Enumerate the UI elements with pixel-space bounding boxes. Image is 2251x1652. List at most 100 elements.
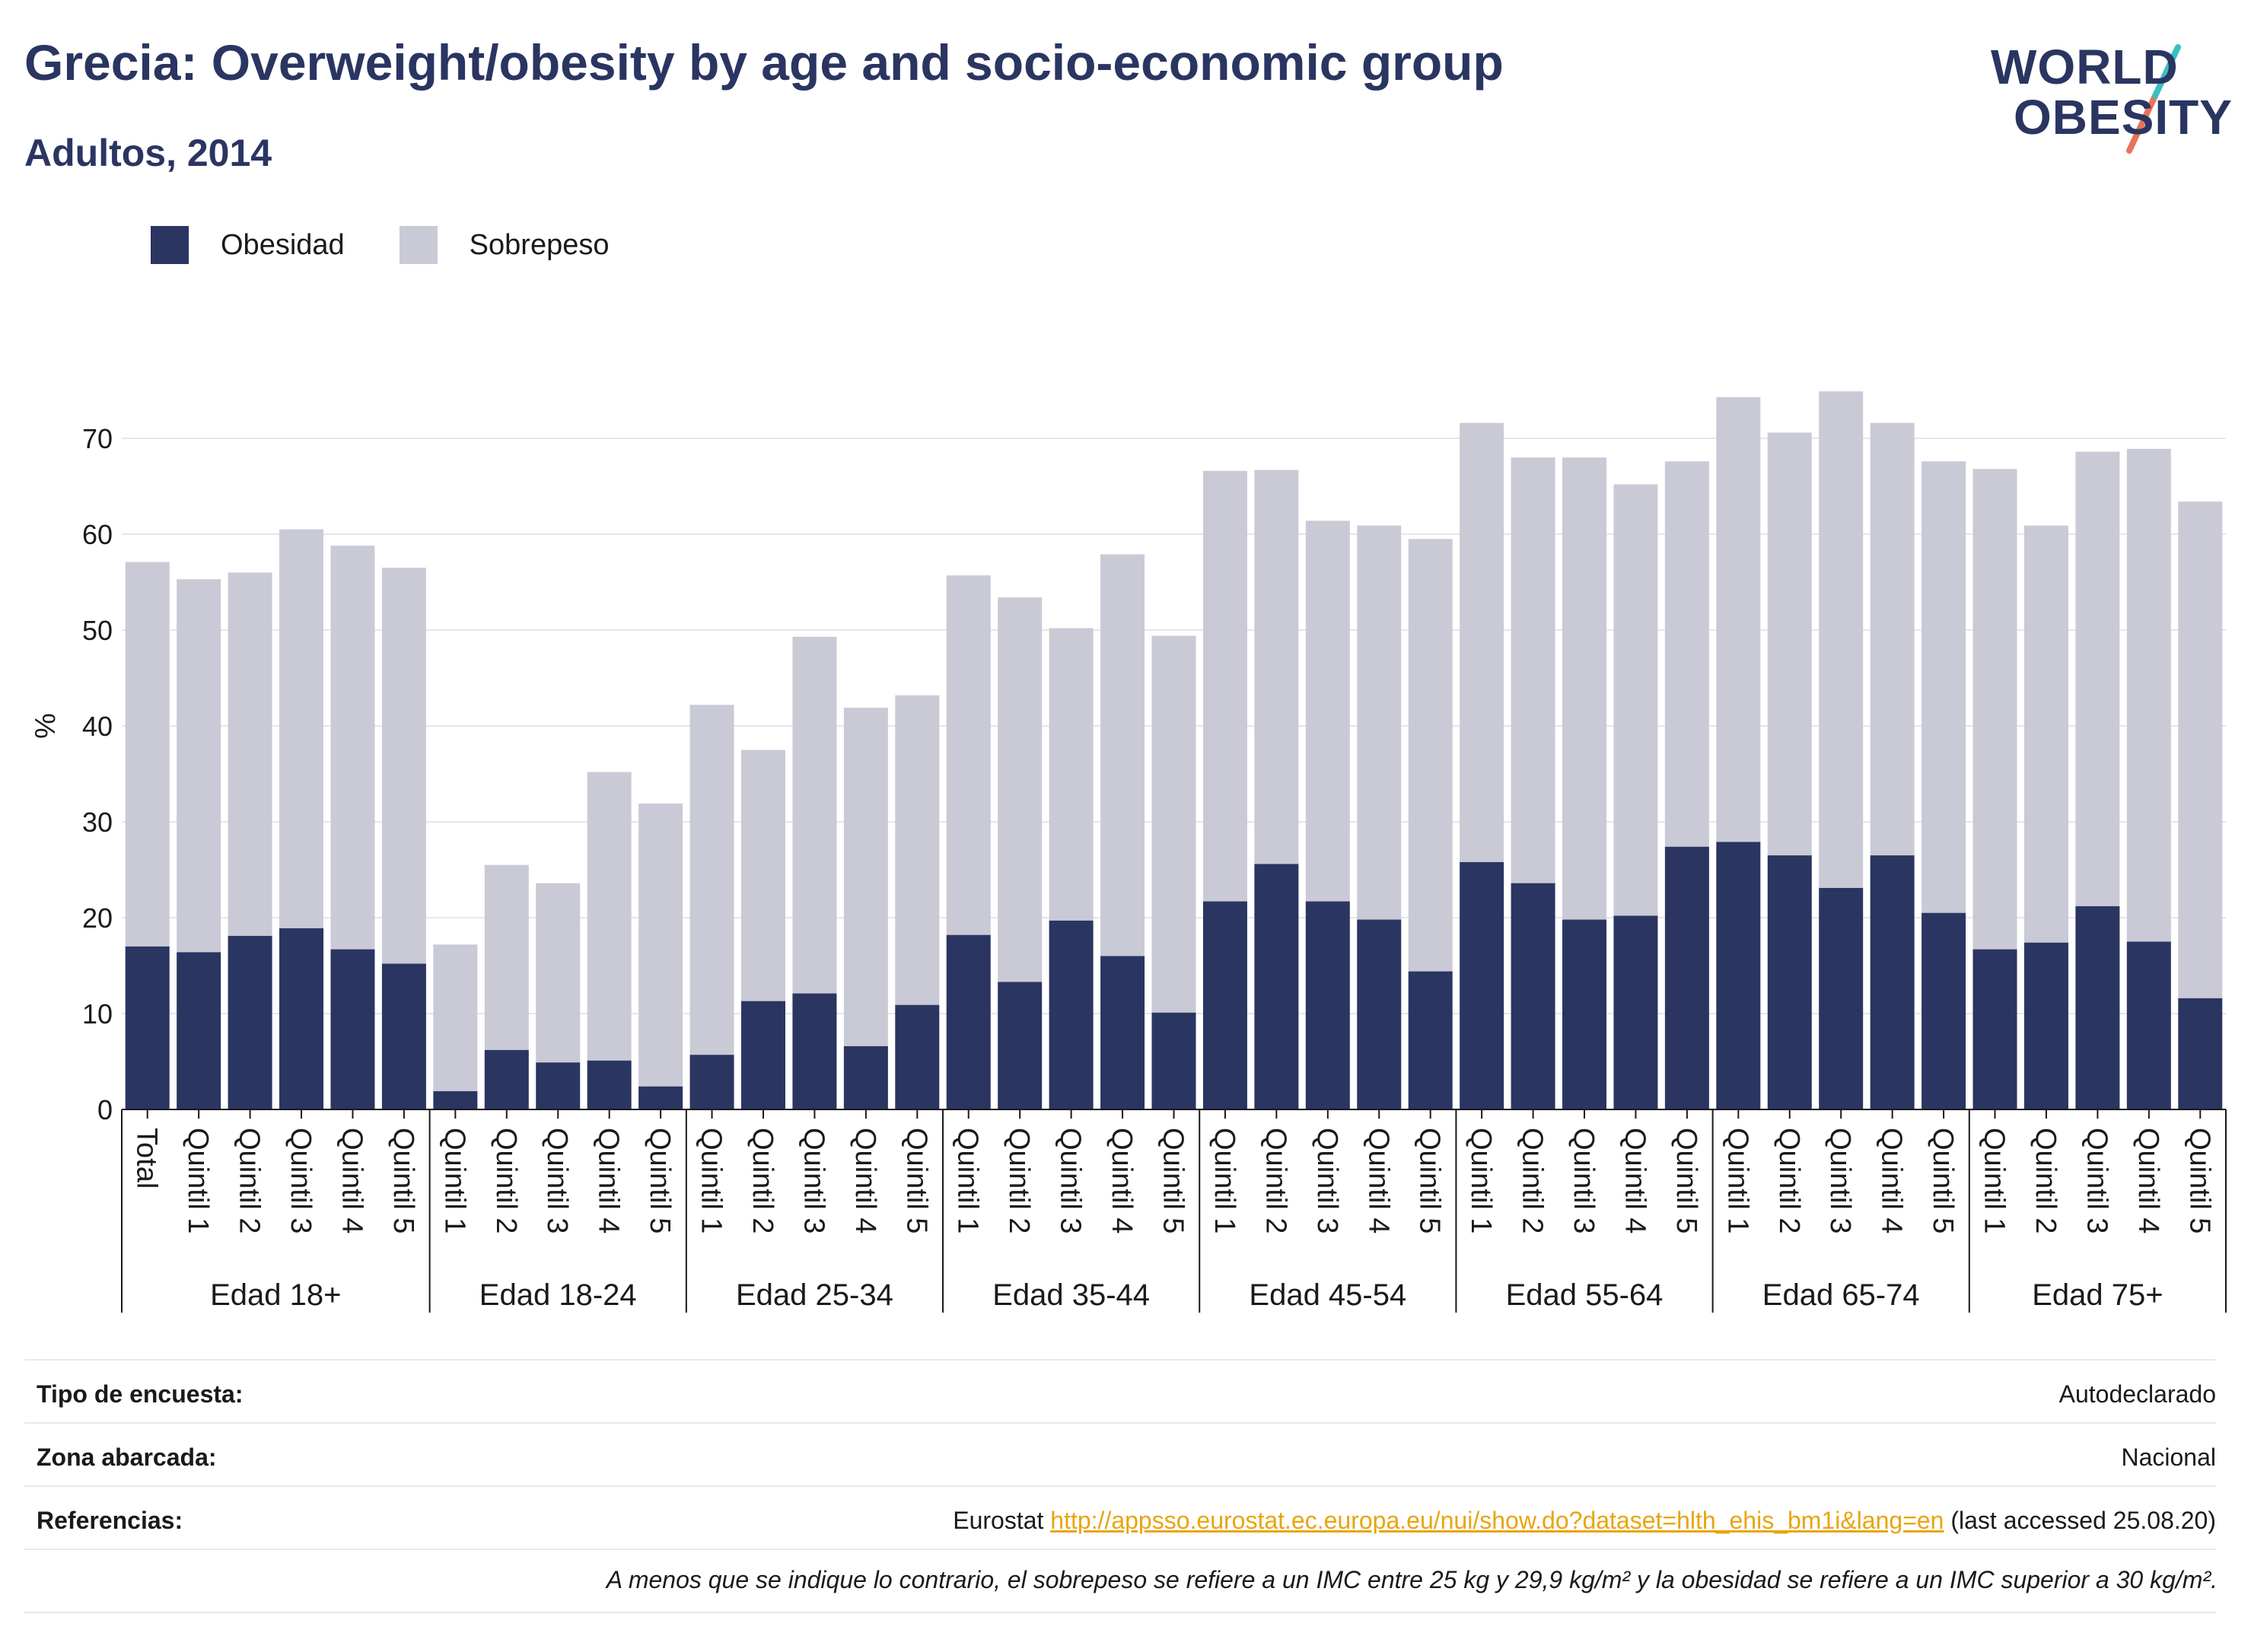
y-tick-label: 70 [82,423,113,454]
y-tick-label: 40 [82,711,113,742]
bar-obesidad [1202,901,1247,1109]
x-category-label: Quintil 3 [285,1128,317,1233]
bar-obesidad [433,1091,478,1109]
bar-obesidad [1562,919,1607,1109]
bar-obesidad [330,949,375,1109]
bar-sobrepeso [1562,457,1607,920]
bar-sobrepeso [740,750,785,1001]
x-category-label: Quintil 2 [2030,1128,2062,1233]
info-divider [24,1359,2216,1361]
y-axis-title: % [30,713,62,739]
legend-item-obesidad[interactable]: Obesidad [151,226,345,264]
x-category-label: Total [131,1128,163,1189]
bar-obesidad [1972,949,2017,1109]
x-category-label: Quintil 5 [1157,1128,1189,1233]
bar-sobrepeso [1819,391,1864,888]
bar-obesidad [1511,883,1555,1109]
x-category-label: Quintil 1 [1465,1128,1497,1233]
x-category-label: Quintil 5 [1670,1128,1702,1233]
references-prefix: Eurostat [953,1506,1051,1534]
bar-sobrepeso [1305,520,1350,902]
references-link[interactable]: http://appsso.eurostat.ec.europa.eu/nui/… [1050,1506,1944,1534]
bar-sobrepeso [177,579,221,953]
bar-sobrepeso [2178,501,2223,998]
survey-type-value: Autodeclarado [2058,1380,2216,1408]
x-category-label: Quintil 4 [1106,1128,1138,1233]
bar-sobrepeso [1613,484,1658,916]
stacked-bar-chart: 0 10 20 30 40 50 60 70% Total Quintil 1 Quintil 2 Q… [30,391,2227,1313]
logo-word-world: WORLD [1991,40,2179,94]
bar-sobrepeso [330,546,375,950]
x-category-label: Quintil 4 [593,1128,625,1233]
bar-sobrepeso [587,772,632,1061]
bar-sobrepeso [1357,525,1402,920]
group-label: Edad 18-24 [479,1278,637,1312]
x-category-label: Quintil 5 [900,1128,932,1233]
x-category-label: Quintil 1 [696,1128,728,1233]
bar-obesidad [381,963,426,1109]
bar-obesidad [1921,912,1966,1109]
bar-obesidad [2075,906,2120,1109]
x-category-label: Quintil 2 [747,1128,778,1233]
x-category-label: Quintil 4 [1876,1128,1908,1233]
x-category-label: Quintil 2 [234,1128,266,1233]
bar-obesidad [1254,864,1299,1109]
bar-obesidad [843,1046,888,1109]
info-row-references: Referencias: Eurostat http://appsso.euro… [37,1494,2216,1547]
bar-obesidad [587,1060,632,1109]
x-category-label: Quintil 5 [2183,1128,2215,1233]
x-category-label: Quintil 1 [1979,1128,2011,1233]
bar-sobrepeso [1202,470,1247,902]
y-tick-label: 0 [97,1094,113,1125]
x-category-label: Quintil 5 [644,1128,676,1233]
x-category-label: Quintil 1 [952,1128,984,1233]
x-category-label: Quintil 3 [1055,1128,1087,1233]
bar-sobrepeso [125,562,170,947]
x-category-label: Quintil 5 [1927,1128,1959,1233]
bar-sobrepeso [2075,451,2120,906]
references-value: Eurostat http://appsso.eurostat.ec.europ… [953,1507,2216,1535]
chart-subtitle: Adultos, 2014 [24,132,272,174]
legend-item-sobrepeso[interactable]: Sobrepeso [399,226,609,264]
bar-obesidad [2126,941,2171,1109]
bar-sobrepeso [536,883,581,1063]
x-category-label: Quintil 2 [1003,1128,1035,1233]
bar-obesidad [1664,846,1709,1109]
bar-obesidad [1357,919,1402,1109]
info-divider [24,1485,2216,1487]
x-category-label: Quintil 3 [798,1128,829,1233]
group-label: Edad 18+ [210,1278,341,1312]
bar-sobrepeso [1870,422,1915,856]
bar-sobrepeso [1664,461,1709,847]
bar-obesidad [1819,887,1864,1109]
bar-sobrepeso [998,597,1043,982]
bar-sobrepeso [1460,422,1504,862]
bar-sobrepeso [228,572,272,936]
bar-sobrepeso [1767,432,1812,856]
bar-obesidad [998,982,1043,1109]
bar-obesidad [946,934,991,1109]
x-category-label: Quintil 1 [182,1128,214,1233]
bar-obesidad [125,946,170,1109]
bar-sobrepeso [1972,469,2017,950]
bar-sobrepeso [1100,554,1145,957]
bar-obesidad [1049,920,1094,1109]
bar-obesidad [228,935,272,1109]
bar-obesidad [638,1086,683,1109]
info-row-area: Zona abarcada: Nacional [37,1431,2216,1484]
x-category-label: Quintil 3 [2081,1128,2113,1233]
bar-obesidad [2023,942,2068,1109]
bar-obesidad [279,928,324,1109]
bar-sobrepeso [689,705,734,1055]
y-tick-label: 50 [82,615,113,646]
x-category-label: Quintil 4 [2132,1128,2164,1233]
chart-legend: Obesidad Sobrepeso [151,225,664,265]
info-divider [24,1422,2216,1424]
group-label: Edad 25-34 [736,1278,893,1312]
y-tick-label: 60 [82,519,113,550]
logo-word-obesity: OBESITY [2014,90,2233,145]
references-label: Referencias: [37,1506,183,1534]
x-category-label: Quintil 2 [1773,1128,1805,1233]
bar-obesidad [895,1004,940,1109]
references-suffix: (last accessed 25.08.20) [1944,1506,2216,1534]
